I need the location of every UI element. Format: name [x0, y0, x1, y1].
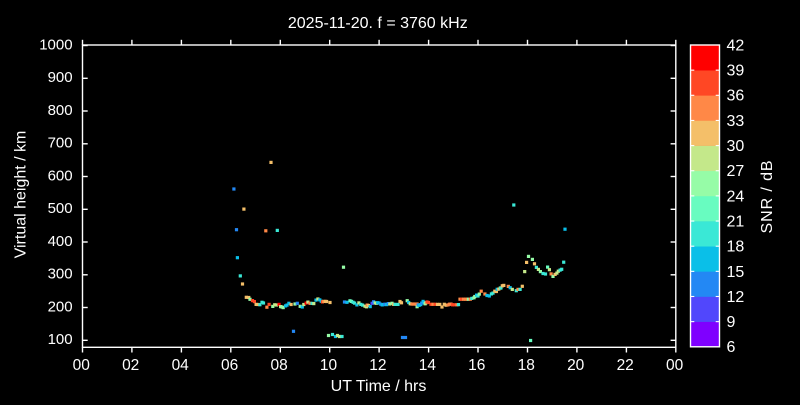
svg-text:18: 18: [727, 239, 745, 256]
svg-text:06: 06: [221, 357, 238, 374]
svg-text:08: 08: [270, 357, 287, 374]
svg-text:24: 24: [727, 188, 745, 205]
svg-text:800: 800: [48, 102, 73, 119]
svg-text:39: 39: [727, 63, 745, 80]
svg-text:UT Time / hrs: UT Time / hrs: [331, 378, 427, 395]
svg-text:02: 02: [122, 357, 139, 374]
svg-text:Virtual height / km: Virtual height / km: [12, 131, 29, 259]
svg-text:14: 14: [419, 357, 437, 374]
svg-text:200: 200: [48, 298, 73, 315]
svg-text:SNR / dB: SNR / dB: [759, 160, 776, 234]
svg-text:00: 00: [73, 357, 91, 374]
svg-text:1000: 1000: [39, 36, 72, 53]
svg-text:33: 33: [727, 113, 745, 130]
svg-text:500: 500: [48, 200, 73, 217]
svg-text:12: 12: [727, 289, 745, 306]
svg-text:00: 00: [666, 357, 684, 374]
svg-text:30: 30: [727, 138, 745, 155]
svg-text:300: 300: [48, 266, 73, 283]
svg-text:18: 18: [518, 357, 535, 374]
svg-text:2025-11-20. f = 3760 kHz: 2025-11-20. f = 3760 kHz: [288, 15, 468, 32]
svg-text:600: 600: [48, 167, 73, 184]
svg-text:42: 42: [727, 37, 745, 54]
svg-text:27: 27: [727, 163, 745, 180]
svg-text:15: 15: [727, 264, 745, 281]
svg-text:10: 10: [320, 357, 338, 374]
svg-text:900: 900: [48, 69, 73, 86]
svg-text:16: 16: [468, 357, 485, 374]
svg-text:21: 21: [727, 213, 745, 230]
svg-text:100: 100: [48, 331, 73, 348]
svg-text:6: 6: [727, 339, 736, 356]
svg-text:400: 400: [48, 233, 73, 250]
svg-text:22: 22: [617, 357, 634, 374]
svg-text:700: 700: [48, 135, 73, 152]
svg-text:12: 12: [369, 357, 386, 374]
svg-text:20: 20: [567, 357, 585, 374]
svg-text:36: 36: [727, 88, 745, 105]
svg-text:9: 9: [727, 314, 736, 331]
svg-text:04: 04: [172, 357, 190, 374]
